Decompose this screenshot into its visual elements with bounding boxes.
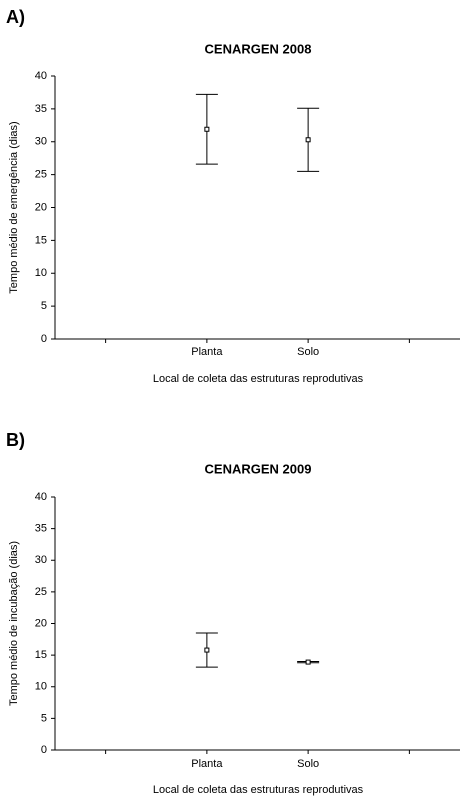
x-tick-label: Planta [191, 346, 223, 358]
mean-marker [204, 647, 210, 653]
y-tick-label: 35 [35, 523, 47, 535]
y-tick-label: 20 [35, 617, 47, 629]
x-tick-label: Planta [191, 758, 223, 770]
y-tick-label: 40 [35, 70, 47, 82]
y-tick-label: 10 [35, 681, 47, 693]
chart-title: CENARGEN 2009 [205, 461, 312, 476]
x-tick-label: Solo [297, 346, 319, 358]
y-tick-label: 25 [35, 169, 47, 181]
y-tick-label: 5 [41, 300, 47, 312]
y-axis-title: Tempo médio de incubação (dias) [8, 541, 20, 706]
x-axis-title: Local de coleta das estruturas reproduti… [153, 373, 364, 385]
y-tick-label: 40 [35, 491, 47, 503]
y-tick-label: 20 [35, 201, 47, 213]
y-tick-label: 15 [35, 649, 47, 661]
y-tick-label: 5 [41, 712, 47, 724]
y-tick-label: 30 [35, 554, 47, 566]
mean-marker [305, 659, 311, 665]
y-tick-label: 35 [35, 103, 47, 115]
x-axis-title: Local de coleta das estruturas reproduti… [153, 784, 364, 796]
x-tick-label: Solo [297, 758, 319, 770]
y-tick-label: 25 [35, 586, 47, 598]
mean-marker [305, 137, 311, 143]
panel-label: B) [6, 430, 25, 450]
panel-label: A) [6, 7, 25, 27]
y-tick-label: 30 [35, 136, 47, 148]
chart-title: CENARGEN 2008 [205, 41, 312, 56]
y-axis-title: Tempo médio de emergência (dias) [8, 121, 20, 293]
y-tick-label: 0 [41, 333, 47, 345]
y-tick-label: 15 [35, 234, 47, 246]
mean-marker [204, 126, 210, 132]
y-tick-label: 0 [41, 744, 47, 756]
y-tick-label: 10 [35, 267, 47, 279]
